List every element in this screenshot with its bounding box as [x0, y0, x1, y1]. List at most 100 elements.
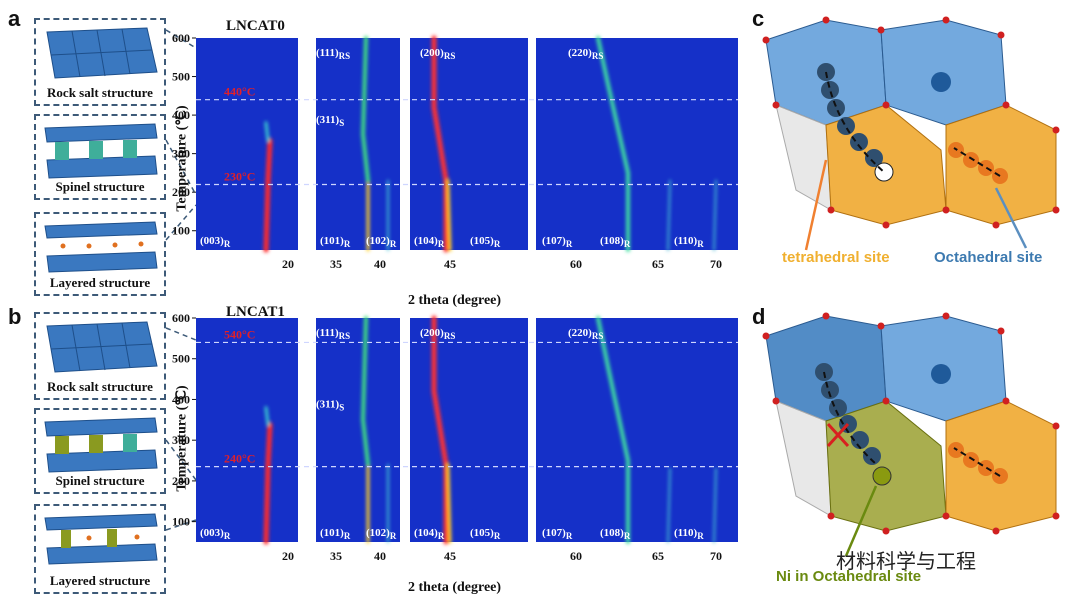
y-tick-label: 500 [172, 352, 190, 366]
crystal-diagram-c [762, 16, 1060, 251]
x-tick-label: 35 [330, 257, 342, 271]
peak-trace [667, 179, 671, 251]
structure-box-layered-a: Layered structure [34, 212, 166, 296]
peak-label: (003)R [200, 235, 231, 249]
structure-caption: Spinel structure [55, 473, 145, 488]
heatmap-b: 540°C 240°C 100 200 300 400 500 600 20 35 40 45 60 65… [172, 311, 738, 563]
heatmap-segment [196, 38, 298, 250]
peak-label: (200)RS [420, 327, 455, 341]
y-tick-label: 300 [172, 433, 190, 447]
heatmap-a: 440°C 230°C 100 200 300 400 500 600 20 35 40 45 60 65… [172, 31, 738, 271]
spinel-crystal-image [44, 123, 158, 179]
y-tick-label: 600 [172, 311, 190, 325]
heatmap-segment [316, 318, 400, 542]
y-tick-label: 200 [172, 185, 190, 199]
peak-trace [446, 179, 452, 252]
panel-label-c: c [752, 6, 765, 31]
peak-label: (003)R [200, 527, 231, 541]
structure-box-rocksalt-a: Rock salt structure [34, 18, 166, 106]
x-tick-label: 60 [570, 549, 582, 563]
x-tick-label: 20 [282, 257, 294, 271]
y-tick-label: 400 [172, 392, 190, 406]
peak-label: (111)RS [316, 47, 350, 61]
spinel-crystal-image [44, 417, 158, 473]
y-tick-label: 200 [172, 474, 190, 488]
x-tick-label: 45 [444, 257, 456, 271]
layered-crystal-image [44, 221, 158, 273]
peak-trace [360, 316, 370, 467]
peak-trace [431, 315, 449, 545]
peak-trace [713, 467, 717, 543]
peak-label: (102)R [366, 527, 397, 541]
rocksalt-crystal-image [46, 27, 158, 79]
axis-break [528, 36, 536, 252]
structure-caption: Layered structure [49, 275, 151, 290]
peak-label: (101)R [320, 527, 351, 541]
heatmap-segment [536, 38, 738, 250]
peak-trace [446, 463, 452, 544]
axis-break [528, 316, 536, 544]
x-tick-label: 65 [652, 257, 664, 271]
heatmap-segment [196, 318, 298, 542]
peak-label: (220)RS [568, 47, 603, 61]
peak-label: (107)R [542, 235, 573, 249]
peak-label: (102)R [366, 235, 397, 249]
peak-trace [596, 36, 630, 252]
x-tick-label: 60 [570, 257, 582, 271]
peak-label: (104)R [414, 527, 445, 541]
x-axis-title-a: 2 theta (degree) [408, 293, 502, 308]
peak-label: (200)RS [420, 47, 455, 61]
peak-trace [713, 179, 717, 251]
tetrahedral-site-label: tetrahedral site [782, 249, 890, 266]
panel-label-a: a [8, 6, 21, 31]
x-tick-label: 40 [374, 257, 386, 271]
y-tick-label: 300 [172, 147, 190, 161]
peak-label: (108)R [600, 527, 631, 541]
panel-label-b: b [8, 304, 22, 329]
y-tick-label: 500 [172, 70, 190, 84]
peak-label: (110)R [674, 235, 704, 249]
crystal-diagram-d [762, 312, 1060, 557]
peak-trace [360, 36, 370, 183]
y-tick-label: 600 [172, 31, 190, 45]
peak-label: (101)R [320, 235, 351, 249]
axis-break [400, 36, 410, 252]
y-tick-label: 400 [172, 108, 190, 122]
heatmap-segment [536, 318, 738, 542]
structure-box-spinel-a: Spinel structure [34, 114, 166, 200]
peak-trace [264, 121, 270, 143]
peak-label: (111)RS [316, 327, 350, 341]
rocksalt-crystal-image [46, 321, 158, 373]
x-tick-label: 35 [330, 549, 342, 563]
peak-label: (108)R [600, 235, 631, 249]
heatmap-segment [316, 38, 400, 250]
peak-label: (220)RS [568, 327, 603, 341]
peak-label: (311)S [316, 114, 344, 128]
x-tick-label: 45 [444, 549, 456, 563]
peak-label: (110)R [674, 527, 704, 541]
structure-box-layered-b: Layered structure [34, 504, 166, 594]
structure-caption: Rock salt structure [47, 85, 153, 100]
x-tick-label: 40 [374, 549, 386, 563]
transition-label: 240°C [224, 452, 255, 466]
heatmap-segment [410, 318, 528, 542]
structure-caption: Spinel structure [55, 179, 145, 194]
transition-label: 440°C [224, 85, 255, 99]
peak-label: (311)S [316, 399, 344, 413]
layered-crystal-image [44, 513, 158, 565]
structure-box-rocksalt-b: Rock salt structure [34, 312, 166, 400]
peak-trace [667, 467, 671, 543]
condition-title-b: LNCAT1 [226, 304, 285, 320]
axis-break [298, 316, 316, 544]
x-tick-label: 70 [710, 549, 722, 563]
y-tick-label: 100 [172, 515, 190, 529]
structure-caption: Rock salt structure [47, 379, 153, 394]
peak-trace [264, 406, 270, 427]
ni-octahedral-label: Ni in Octahedral site [776, 568, 922, 585]
x-tick-label: 70 [710, 257, 722, 271]
x-tick-label: 65 [652, 549, 664, 563]
watermark-text: 材料科学与工程 [836, 549, 976, 573]
y-tick-label: 100 [172, 224, 190, 238]
condition-title-a: LNCAT0 [226, 18, 285, 34]
